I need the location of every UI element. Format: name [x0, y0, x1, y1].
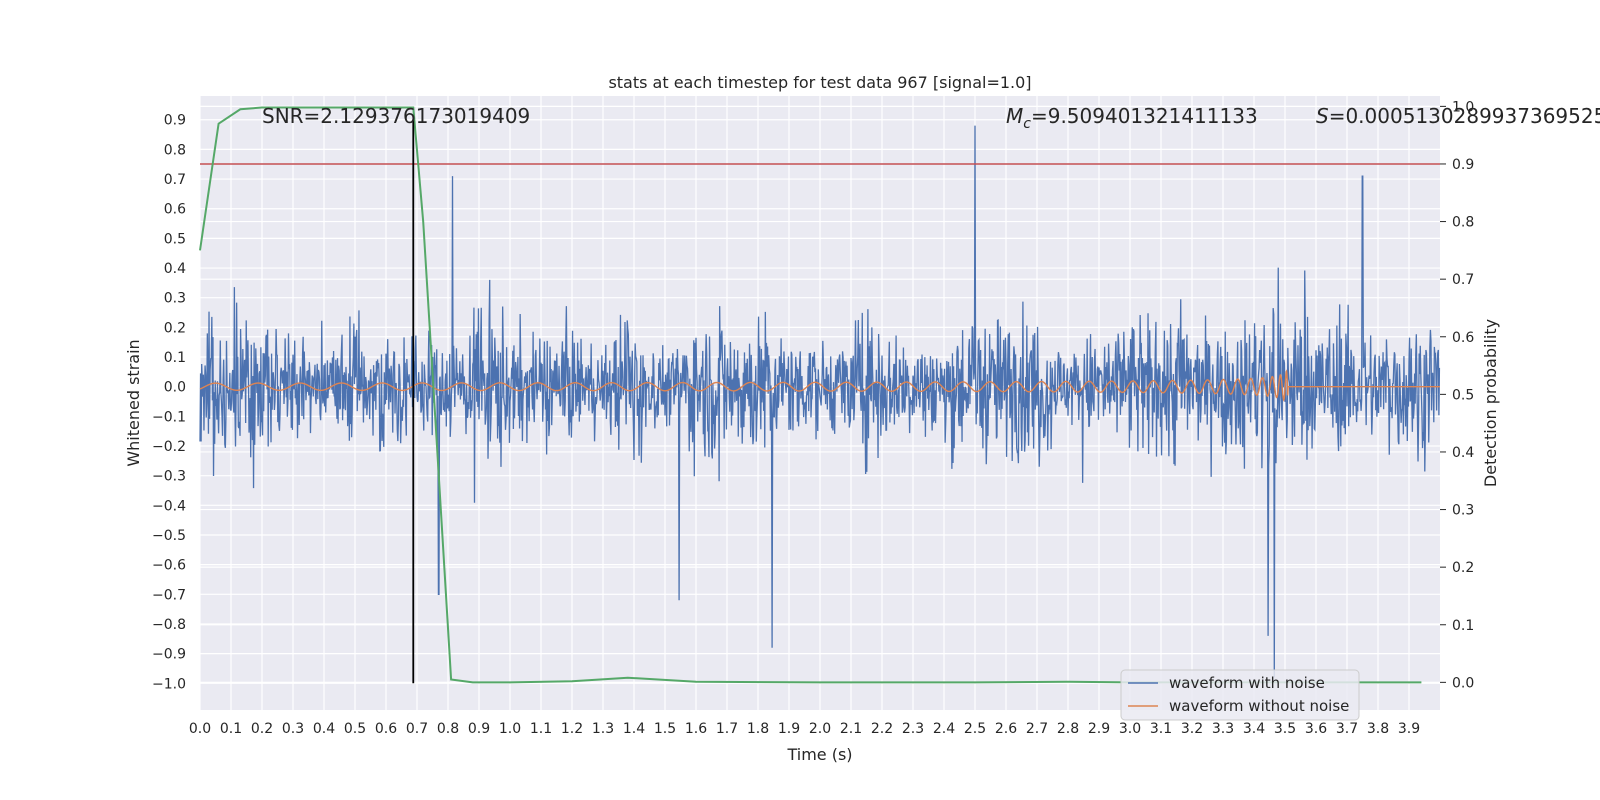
series-layer — [199, 125, 1441, 678]
x-tick-label: 0.2 — [251, 721, 273, 737]
x-tick-label: 1.9 — [778, 721, 800, 737]
y2-tick-label: 0.7 — [1452, 272, 1474, 288]
x-tick-label: 0.3 — [282, 721, 304, 737]
y-tick-label: 0.3 — [164, 291, 186, 307]
y-tick-label: −0.6 — [152, 558, 186, 574]
legend-label-clean: waveform without noise — [1169, 697, 1349, 715]
chirp-mass-value: =9.509401321411133 — [1031, 104, 1258, 128]
snr-annotation: SNR=2.129376173019409 — [262, 104, 530, 128]
y2-tick-label: 0.9 — [1452, 157, 1474, 173]
y-tick-label: 0.8 — [164, 142, 186, 158]
y-tick-label: 0.2 — [164, 320, 186, 336]
x-tick-label: 2.1 — [840, 721, 862, 737]
x-tick-label: 0.7 — [406, 721, 428, 737]
x-tick-label: 3.1 — [1150, 721, 1172, 737]
x-tick-label: 3.0 — [1119, 721, 1141, 737]
x-tick-label: 2.8 — [1057, 721, 1079, 737]
y2-tick-label: 0.4 — [1452, 445, 1474, 461]
x-tick-label: 0.9 — [468, 721, 490, 737]
x-tick-label: 0.1 — [220, 721, 242, 737]
x-tick-label: 1.0 — [499, 721, 521, 737]
y-tick-label: 0.7 — [164, 172, 186, 188]
y2-tick-label: 0.2 — [1452, 560, 1474, 576]
x-tick-label: 3.8 — [1367, 721, 1389, 737]
y-tick-label: 0.4 — [164, 261, 186, 277]
y2-tick-label: 0.8 — [1452, 215, 1474, 231]
x-tick-label: 3.6 — [1305, 721, 1327, 737]
x-tick-label: 2.7 — [1026, 721, 1048, 737]
x-tick-label: 2.0 — [809, 721, 831, 737]
y-tick-label: 0.9 — [164, 113, 186, 129]
y2-tick-label: 1.0 — [1452, 99, 1474, 115]
x-tick-label: 0.8 — [437, 721, 459, 737]
legend-label-noisy: waveform with noise — [1169, 674, 1325, 692]
x-axis-label: Time (s) — [786, 745, 852, 764]
x-tick-label: 0.5 — [344, 721, 366, 737]
chirp-mass-annotation: Mc=9.509401321411133 — [1006, 104, 1258, 132]
x-tick-label: 0.4 — [313, 721, 335, 737]
x-tick-label: 1.4 — [623, 721, 645, 737]
y-tick-label: −1.0 — [152, 676, 186, 692]
y2-tick-label: 0.1 — [1452, 618, 1474, 634]
y-tick-label: 0.0 — [164, 380, 186, 396]
y-tick-label: −0.2 — [152, 439, 186, 455]
y2-tick-label: 0.3 — [1452, 503, 1474, 519]
chart-title: stats at each timestep for test data 967… — [608, 73, 1031, 92]
x-tick-label: 3.4 — [1243, 721, 1265, 737]
x-tick-label: 3.2 — [1181, 721, 1203, 737]
x-tick-label: 2.4 — [933, 721, 955, 737]
x-tick-label: 1.6 — [685, 721, 707, 737]
x-tick-label: 2.2 — [871, 721, 893, 737]
y-tick-label: −0.5 — [152, 528, 186, 544]
x-tick-label: 1.2 — [561, 721, 583, 737]
x-tick-label: 1.1 — [530, 721, 552, 737]
s-annotation: S=0.0005130289937369525 — [1316, 104, 1600, 128]
x-tick-label: 2.6 — [995, 721, 1017, 737]
x-tick-label: 3.7 — [1336, 721, 1358, 737]
x-tick-label: 2.3 — [902, 721, 924, 737]
y2-axis-label: Detection probability — [1481, 319, 1500, 487]
chirp-mass-subscript: c — [1023, 116, 1031, 132]
x-tick-label: 2.9 — [1088, 721, 1110, 737]
y-tick-label: −0.7 — [152, 587, 186, 603]
series-waveform-without-noise — [199, 369, 1440, 402]
y2-tick-label: 0.0 — [1452, 675, 1474, 691]
y-tick-label: −0.4 — [152, 498, 186, 514]
chirp-mass-symbol: M — [1006, 104, 1023, 128]
legend: waveform with noise waveform without noi… — [1120, 669, 1360, 721]
x-tick-label: 3.3 — [1212, 721, 1234, 737]
x-tick-label: 3.9 — [1398, 721, 1420, 737]
y2-tick-label: 0.5 — [1452, 387, 1474, 403]
s-value: =0.0005130289937369525 — [1329, 104, 1600, 128]
x-tick-label: 0.6 — [375, 721, 397, 737]
x-tick-label: 3.5 — [1274, 721, 1296, 737]
x-tick-label: 1.7 — [716, 721, 738, 737]
x-tick-label: 2.5 — [964, 721, 986, 737]
y-axis-label: Whitened strain — [124, 339, 143, 466]
y-tick-label: −0.3 — [152, 469, 186, 485]
y-tick-label: 0.1 — [164, 350, 186, 366]
y-tick-label: 0.5 — [164, 231, 186, 247]
x-tick-label: 0.0 — [189, 721, 211, 737]
y-tick-label: −0.9 — [152, 647, 186, 663]
x-tick-label: 1.5 — [654, 721, 676, 737]
series-waveform-with-noise — [199, 125, 1441, 678]
y-tick-label: 0.6 — [164, 202, 186, 218]
s-symbol: S — [1316, 104, 1329, 128]
ticks-layer: 0.0 0.1 0.2 0.3 0.4 0.5 0.6 0.7 0.8 0.9 1.0 1.1 1.2 1… — [152, 99, 1474, 737]
legend-box — [1120, 669, 1360, 721]
y-tick-label: −0.8 — [152, 617, 186, 633]
y-tick-label: −0.1 — [152, 409, 186, 425]
y2-tick-label: 0.6 — [1452, 330, 1474, 346]
x-tick-label: 1.3 — [592, 721, 614, 737]
x-tick-label: 1.8 — [747, 721, 769, 737]
